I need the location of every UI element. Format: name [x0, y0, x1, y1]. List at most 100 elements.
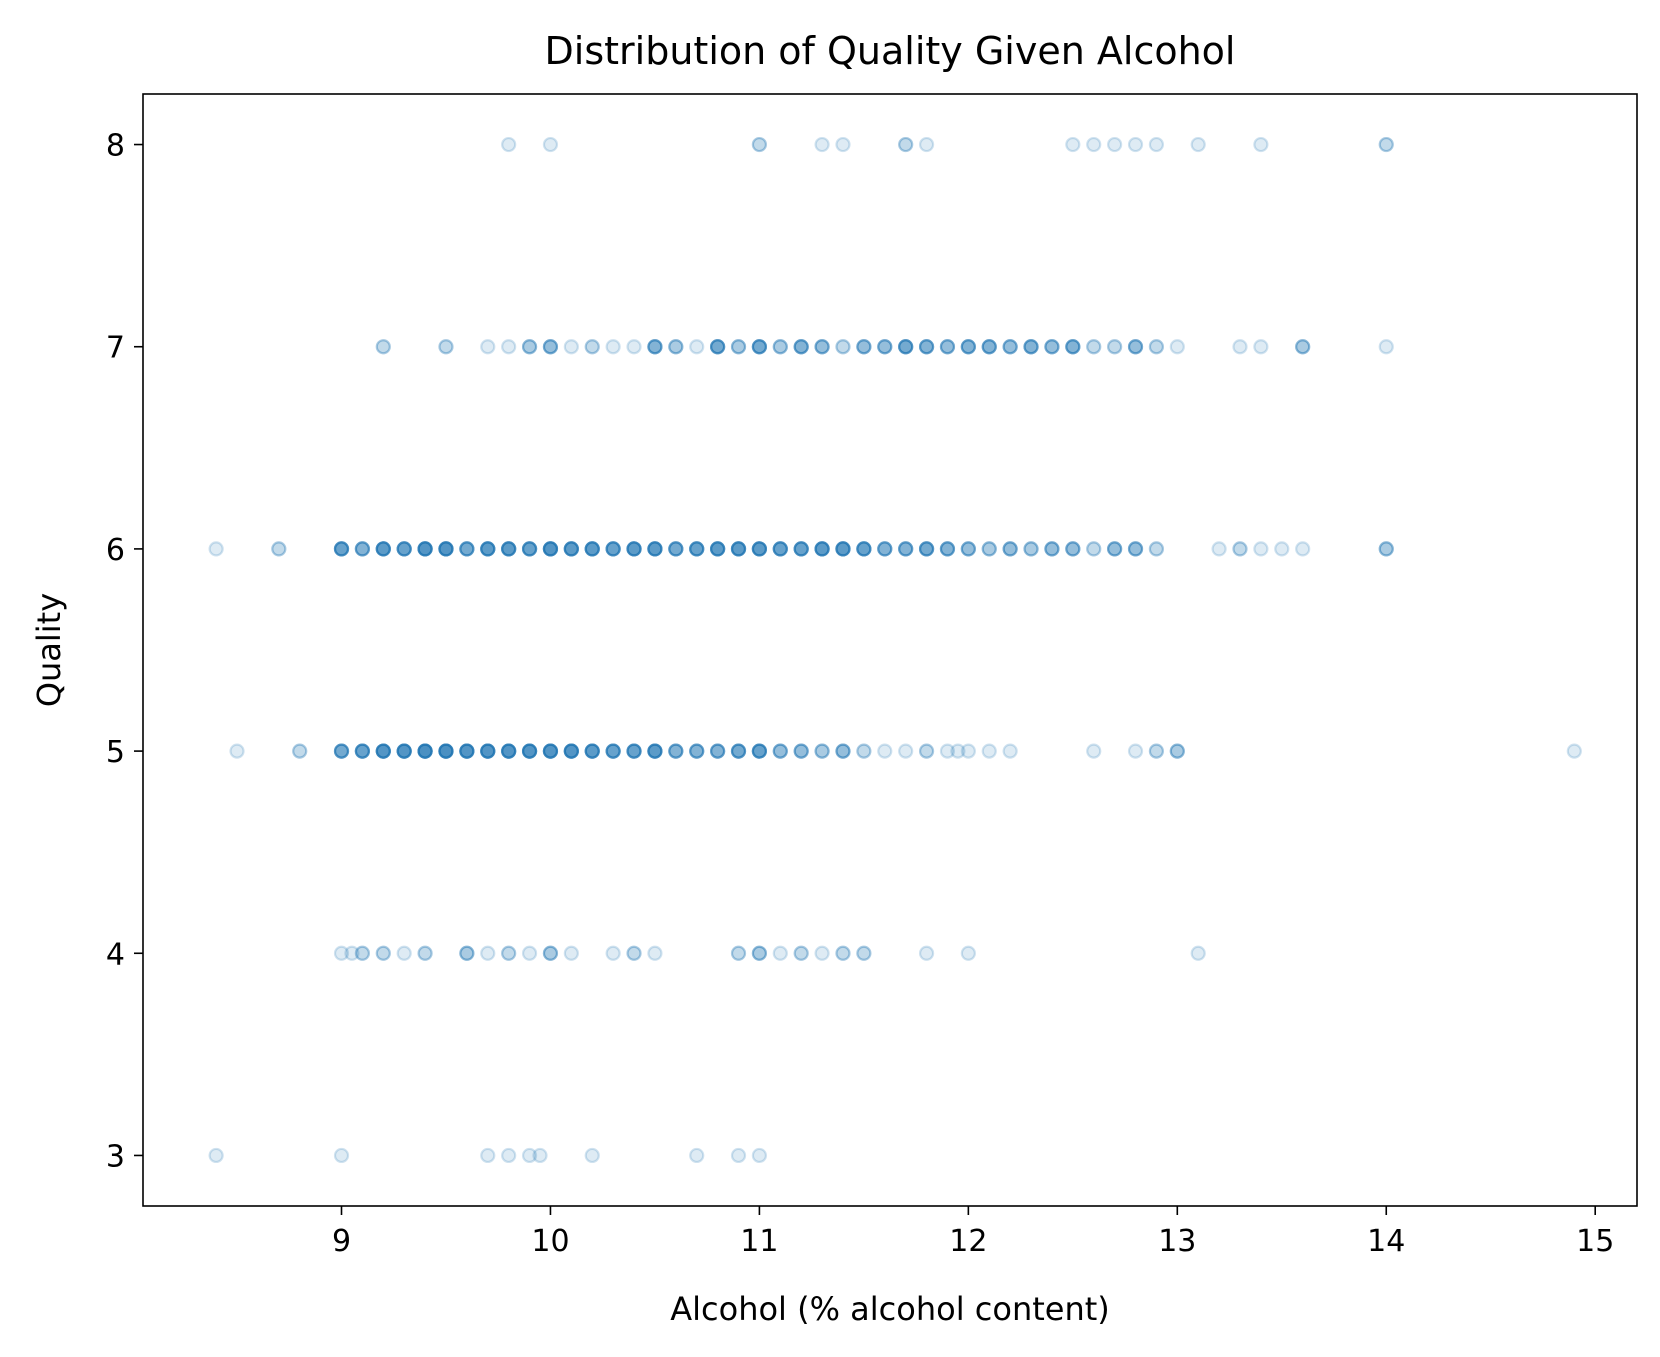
data-point: [501, 541, 517, 557]
data-point: [835, 339, 851, 355]
data-point: [710, 743, 726, 759]
data-point: [584, 743, 600, 759]
data-point: [960, 541, 976, 557]
data-point: [1127, 339, 1144, 355]
data-point: [333, 541, 350, 557]
data-point: [856, 541, 872, 557]
data-point: [459, 541, 475, 557]
data-point: [521, 339, 538, 355]
data-point: [584, 541, 600, 557]
data-point: [918, 541, 935, 557]
x-tick-label: 9: [332, 1224, 351, 1259]
data-point: [563, 541, 579, 557]
data-point: [772, 743, 788, 759]
data-point: [480, 541, 496, 557]
data-point: [542, 541, 559, 557]
data-point: [918, 541, 935, 557]
data-point: [396, 743, 412, 759]
data-point: [835, 541, 851, 557]
data-point: [1065, 136, 1081, 153]
data-point: [939, 541, 956, 557]
data-point: [835, 339, 851, 355]
data-point: [438, 743, 454, 759]
data-point: [1378, 541, 1394, 557]
data-point: [542, 945, 559, 961]
data-point: [730, 743, 747, 759]
data-point: [772, 541, 788, 557]
data-point: [835, 743, 851, 759]
data-point: [793, 743, 809, 759]
data-point: [584, 541, 600, 557]
data-point: [438, 743, 454, 759]
data-point: [1023, 339, 1039, 355]
data-point: [981, 339, 997, 355]
data-point: [918, 339, 935, 355]
data-point: [772, 339, 788, 355]
data-point: [438, 743, 454, 759]
data-point: [689, 743, 705, 759]
data-point: [333, 743, 350, 759]
data-point: [501, 945, 517, 961]
data-point: [1044, 541, 1060, 557]
data-point: [375, 945, 391, 961]
data-point: [480, 339, 496, 355]
data-point: [605, 541, 621, 557]
data-point: [438, 541, 454, 557]
data-point: [563, 541, 579, 557]
data-point: [605, 743, 621, 759]
data-point: [668, 339, 684, 355]
data-point: [501, 541, 517, 557]
data-point: [501, 743, 517, 759]
data-point: [960, 945, 976, 961]
data-point: [877, 339, 893, 355]
data-point: [710, 541, 726, 557]
data-point: [1253, 339, 1269, 355]
data-point: [793, 945, 809, 961]
data-point: [1107, 541, 1123, 557]
data-point: [751, 541, 768, 557]
data-point: [1086, 743, 1102, 759]
data-point: [751, 541, 768, 557]
data-point: [793, 339, 809, 355]
data-point: [396, 743, 412, 759]
data-point: [521, 541, 538, 557]
data-point: [480, 743, 496, 759]
data-point: [396, 743, 412, 759]
data-point: [1065, 339, 1081, 355]
data-point: [793, 743, 809, 759]
data-point: [542, 743, 559, 759]
data-point: [710, 541, 726, 557]
data-point: [793, 541, 809, 557]
data-point: [375, 743, 391, 759]
data-point: [1169, 743, 1185, 759]
y-tick-label: 5: [106, 735, 125, 770]
data-point: [354, 945, 370, 961]
data-point: [521, 743, 538, 759]
data-point: [271, 541, 287, 557]
data-point: [605, 541, 621, 557]
data-point: [647, 743, 663, 759]
x-tick-label: 15: [1576, 1224, 1614, 1259]
data-point: [1127, 136, 1144, 153]
data-point: [1065, 541, 1081, 557]
data-point: [605, 743, 621, 759]
data-point: [751, 945, 768, 961]
data-point: [438, 743, 454, 759]
data-point: [626, 541, 642, 557]
data-point: [730, 945, 747, 961]
data-point: [521, 945, 538, 961]
data-point: [981, 541, 997, 557]
data-point: [333, 743, 350, 759]
data-point: [563, 945, 579, 961]
data-point: [1044, 339, 1060, 355]
data-point: [1002, 339, 1018, 355]
data-point: [333, 541, 350, 557]
data-point: [647, 743, 663, 759]
data-point: [1169, 339, 1185, 355]
data-point: [375, 743, 391, 759]
data-point: [1086, 136, 1102, 153]
data-point: [375, 743, 391, 759]
data-point: [835, 743, 851, 759]
data-point: [396, 541, 412, 557]
data-point: [835, 945, 851, 961]
